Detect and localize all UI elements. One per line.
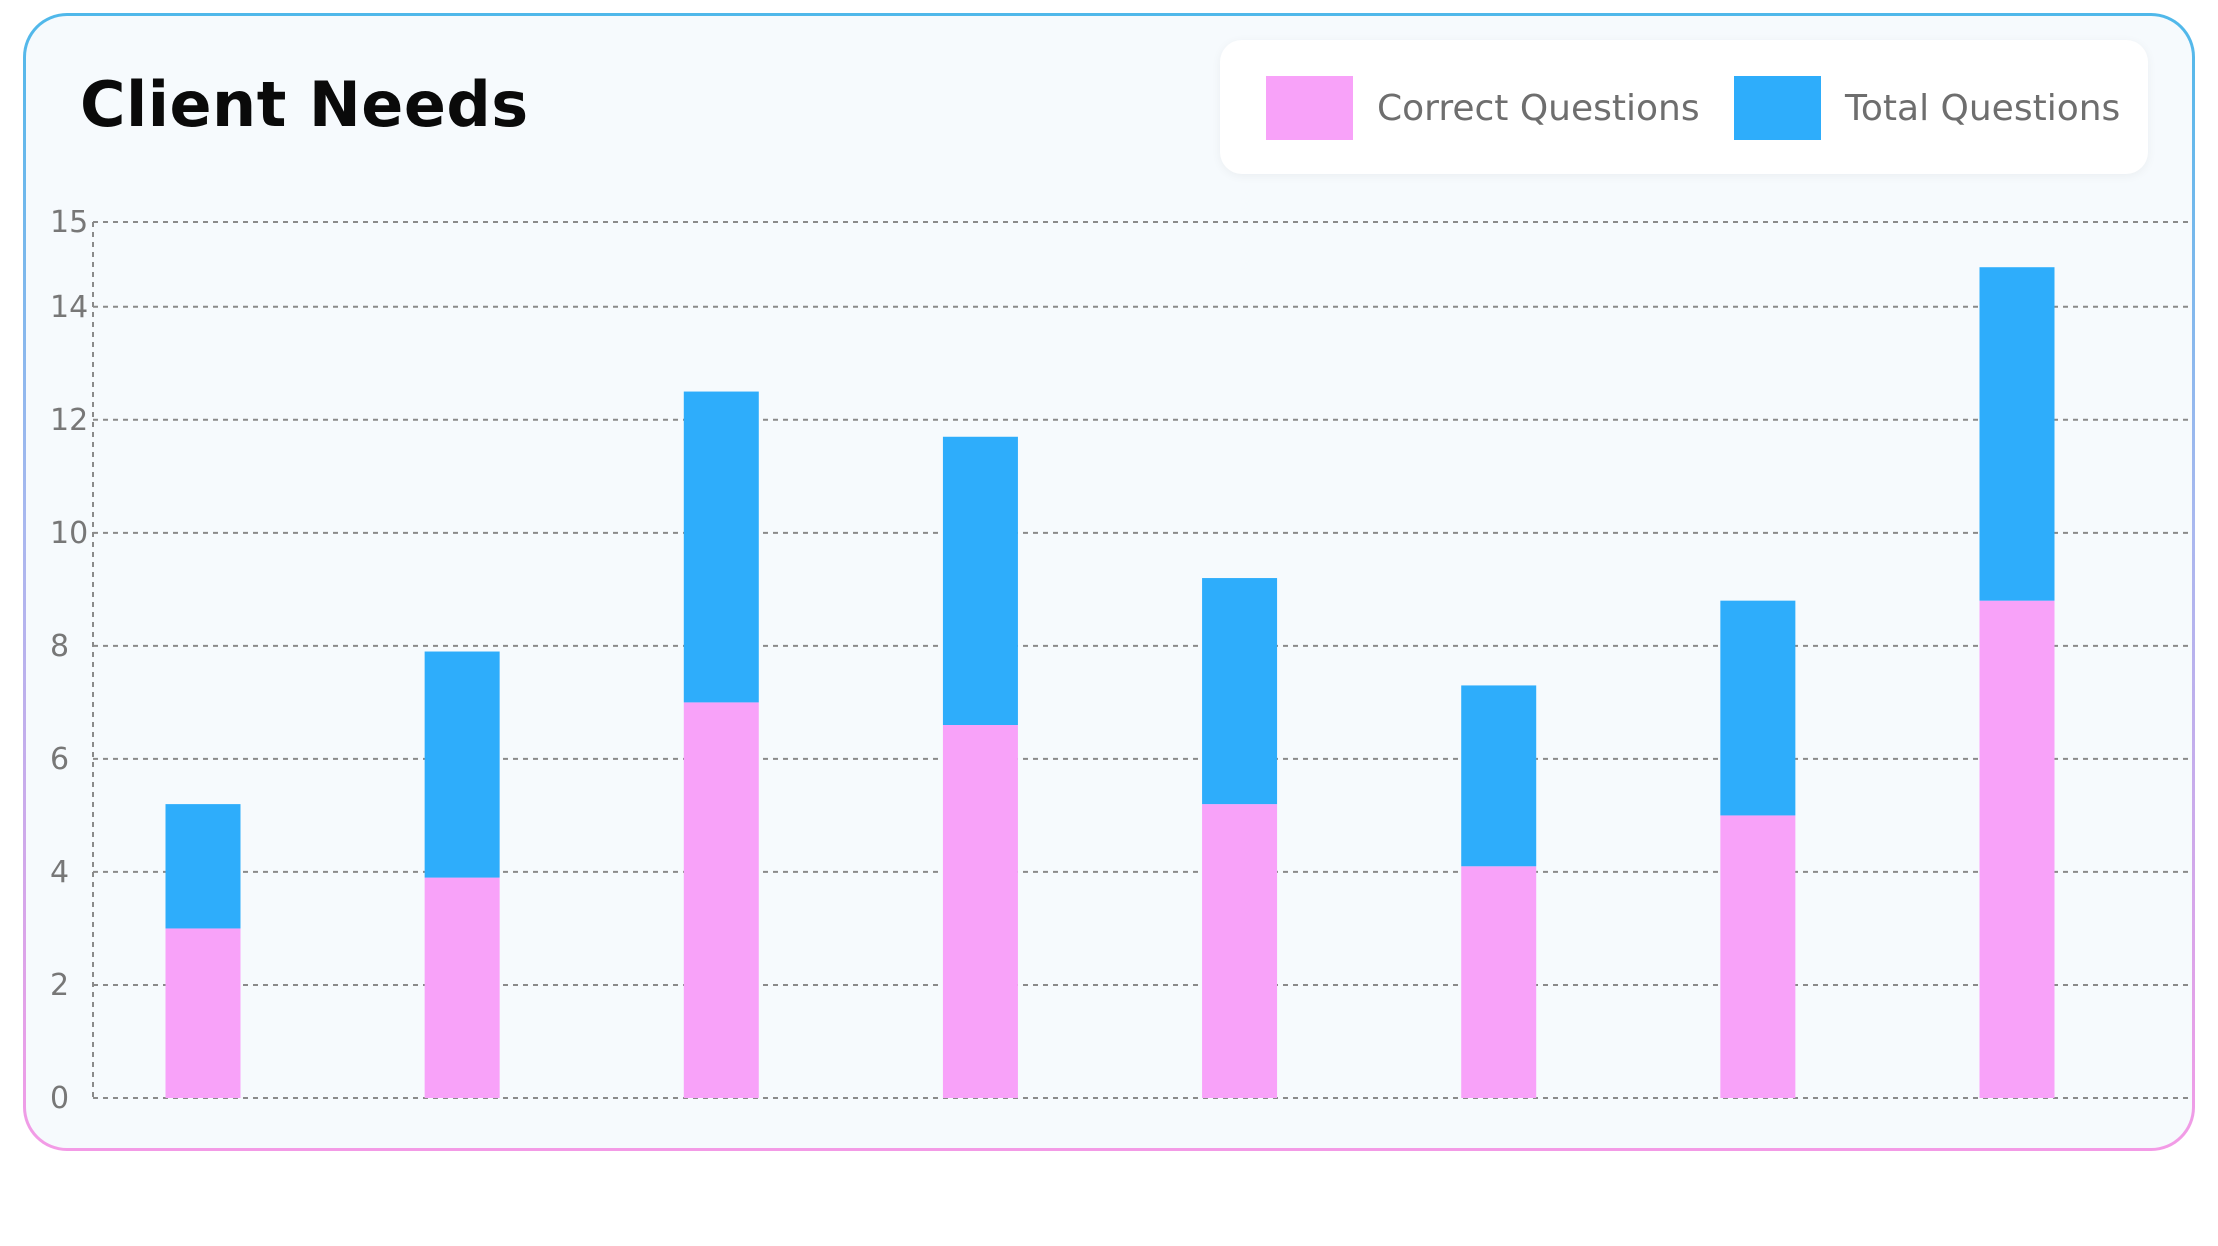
legend-swatch-total-questions [1734, 76, 1821, 140]
bar-total-questions[interactable] [942, 436, 1018, 725]
y-tick-label: 14 [50, 290, 88, 325]
y-tick-label: 6 [50, 742, 69, 777]
grid-lines [93, 221, 2190, 1099]
bar-correct-questions[interactable] [165, 928, 241, 1098]
y-tick-label: 4 [50, 855, 69, 890]
bar-total-questions[interactable] [165, 804, 241, 929]
bar-correct-questions[interactable] [683, 702, 759, 1098]
legend-swatch-correct-questions [1266, 76, 1353, 140]
y-tick-label: 2 [50, 968, 69, 1003]
y-tick-label: 15 [50, 205, 88, 240]
bar-total-questions[interactable] [1461, 685, 1537, 867]
bar-correct-questions[interactable] [942, 724, 1018, 1098]
chart-title: Client Needs [80, 68, 529, 141]
bar-total-questions[interactable] [1979, 267, 2055, 601]
chart-legend: Correct Questions Total Questions [1220, 40, 2148, 174]
y-tick-label: 12 [50, 403, 88, 438]
legend-label-total-questions: Total Questions [1845, 87, 2121, 129]
legend-label-correct-questions: Correct Questions [1377, 87, 1700, 129]
bar-correct-questions[interactable] [1202, 804, 1278, 1098]
y-tick-label: 10 [50, 516, 88, 551]
bar-correct-questions[interactable] [1461, 866, 1537, 1098]
y-tick-label: 0 [50, 1081, 69, 1116]
bar-correct-questions[interactable] [1720, 815, 1796, 1098]
chart-card [23, 13, 2195, 1151]
bars [165, 267, 2055, 1098]
bar-total-questions[interactable] [1720, 600, 1796, 816]
y-axis: 0 2 4 6 8 10 12 14 15 [50, 205, 94, 1116]
bar-correct-questions[interactable] [1979, 600, 2055, 1098]
bar-total-questions[interactable] [1202, 578, 1278, 805]
bar-total-questions[interactable] [424, 651, 500, 878]
legend-item-total-questions[interactable]: Total Questions [1734, 76, 2120, 140]
bar-correct-questions[interactable] [424, 877, 500, 1098]
legend-item-correct-questions[interactable]: Correct Questions [1266, 76, 1700, 140]
y-tick-label: 8 [50, 629, 69, 664]
bar-total-questions[interactable] [683, 391, 759, 703]
